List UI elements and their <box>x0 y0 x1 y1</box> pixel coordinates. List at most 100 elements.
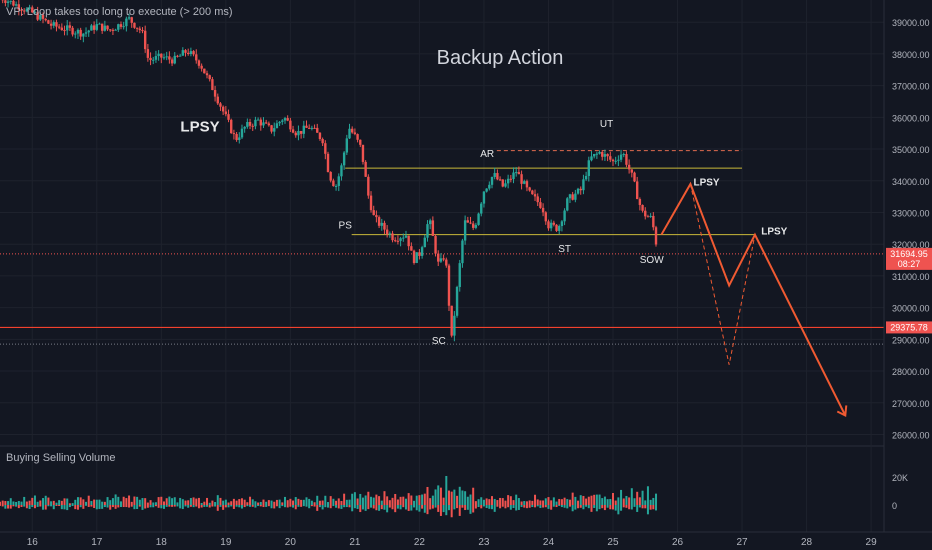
volume-bar-down <box>103 505 106 508</box>
volume-bar-down <box>117 505 120 508</box>
volume-bar-down <box>79 505 82 508</box>
volume-bar-up <box>310 500 313 505</box>
candle-body <box>157 53 160 57</box>
volume-bar-down <box>356 505 359 509</box>
volume-bar-down <box>550 505 553 510</box>
candle-body <box>310 127 314 129</box>
candle-body <box>498 179 502 181</box>
volume-bar-up <box>391 497 394 505</box>
candle-body <box>92 25 96 30</box>
volume-bar-down <box>442 505 445 513</box>
volume-bar-down <box>144 505 147 509</box>
volume-bar-up <box>7 501 10 505</box>
candle-body <box>152 59 155 61</box>
candle-body <box>302 125 306 134</box>
volume-bar-up <box>641 490 644 505</box>
volume-bar-up <box>504 500 507 505</box>
candle-body <box>76 29 80 34</box>
volume-bar-down <box>165 505 168 507</box>
volume-bar-up <box>238 499 241 505</box>
annotation-label: LPSY <box>180 119 219 136</box>
volume-bar-up <box>380 500 383 505</box>
candle-body <box>385 229 389 235</box>
volume-bar-up <box>418 495 421 505</box>
candle-body <box>324 143 327 154</box>
candle-body <box>388 233 392 235</box>
volume-bar-up <box>111 498 114 505</box>
volume-bar-down <box>60 505 63 510</box>
indicator-label[interactable]: VP: Loop takes too long to execute (> 20… <box>6 6 233 18</box>
candle-body <box>141 30 144 32</box>
volume-bar-up <box>270 500 273 505</box>
volume-bar-up <box>211 500 214 505</box>
volume-bar-down <box>579 505 582 508</box>
candle-body <box>318 132 322 139</box>
volume-bar-down <box>437 505 440 512</box>
volume-bar-up <box>297 498 300 505</box>
volume-bar-down <box>240 505 243 509</box>
candle-body <box>278 121 281 124</box>
volume-bar-down <box>335 505 338 508</box>
volume-bar-down <box>181 505 184 510</box>
volume-bar-down <box>179 505 182 509</box>
volume-bar-down <box>353 505 356 509</box>
volume-bar-up <box>281 502 284 505</box>
volume-bar-down <box>95 505 98 510</box>
volume-bar-up <box>517 498 520 505</box>
candle-body <box>230 119 233 134</box>
volume-bar-up <box>407 493 410 505</box>
time-tick-label: 22 <box>414 537 426 548</box>
volume-bar-down <box>361 505 364 510</box>
candle-body <box>635 181 639 200</box>
volume-bar-up <box>520 501 523 505</box>
price-tick-label: 36000.00 <box>892 113 930 123</box>
candle-body <box>466 220 470 223</box>
candle-body <box>49 23 53 26</box>
volume-bar-down <box>133 505 136 510</box>
volume-bar-up <box>184 500 187 505</box>
volume-bar-up <box>93 499 96 505</box>
candle-body <box>270 125 273 132</box>
price-axis[interactable]: 39000.00 38000.00 37000.00 36000.00 35000.00… <box>883 0 932 532</box>
volume-bar-down <box>302 505 305 507</box>
volume-bar-up <box>176 502 179 505</box>
volume-indicator-label[interactable]: Buying Selling Volume <box>6 452 116 464</box>
volume-bar-up <box>254 501 257 505</box>
candle-body <box>383 222 386 230</box>
volume-bar-up <box>348 499 351 505</box>
volume-bar-up <box>302 499 305 505</box>
volume-bar-up <box>109 500 112 505</box>
volume-bar-down <box>214 505 217 507</box>
time-axis[interactable]: 16 17 18 19 20 21 22 23 24 25 26 27 28 29 <box>0 531 932 548</box>
volume-bar-down <box>58 505 61 507</box>
volume-bar-up <box>168 496 171 505</box>
volume-bar-down <box>168 505 171 507</box>
volume-bar-up <box>275 499 278 505</box>
volume-bar-up <box>609 498 612 505</box>
volume-bar-up <box>313 502 316 505</box>
time-tick-label: 18 <box>156 537 168 548</box>
volume-bar-down <box>28 505 31 510</box>
candle-body <box>235 133 238 140</box>
price-tag-label: 31694.95 <box>890 249 928 259</box>
volume-bar-down <box>15 505 18 507</box>
candle-body <box>82 33 85 37</box>
price-tick-label: 29000.00 <box>892 335 930 345</box>
volume-bar-up <box>628 497 631 505</box>
candle-body <box>238 137 241 140</box>
candle-body <box>109 29 112 31</box>
annotation-label: SOW <box>640 255 664 266</box>
candle-body <box>633 172 636 182</box>
volume-bar-down <box>87 505 90 507</box>
volume-bar-up <box>305 497 308 505</box>
annotation-label: LPSY <box>761 227 787 238</box>
volume-bar-up <box>649 499 652 505</box>
volume-bar-up <box>587 496 590 505</box>
volume-bar-up <box>216 495 219 505</box>
candle-body <box>418 252 421 256</box>
volume-bar-up <box>353 492 356 505</box>
volume-bar-up <box>439 487 442 505</box>
candle-body <box>520 174 523 184</box>
volume-bar-up <box>611 493 614 505</box>
